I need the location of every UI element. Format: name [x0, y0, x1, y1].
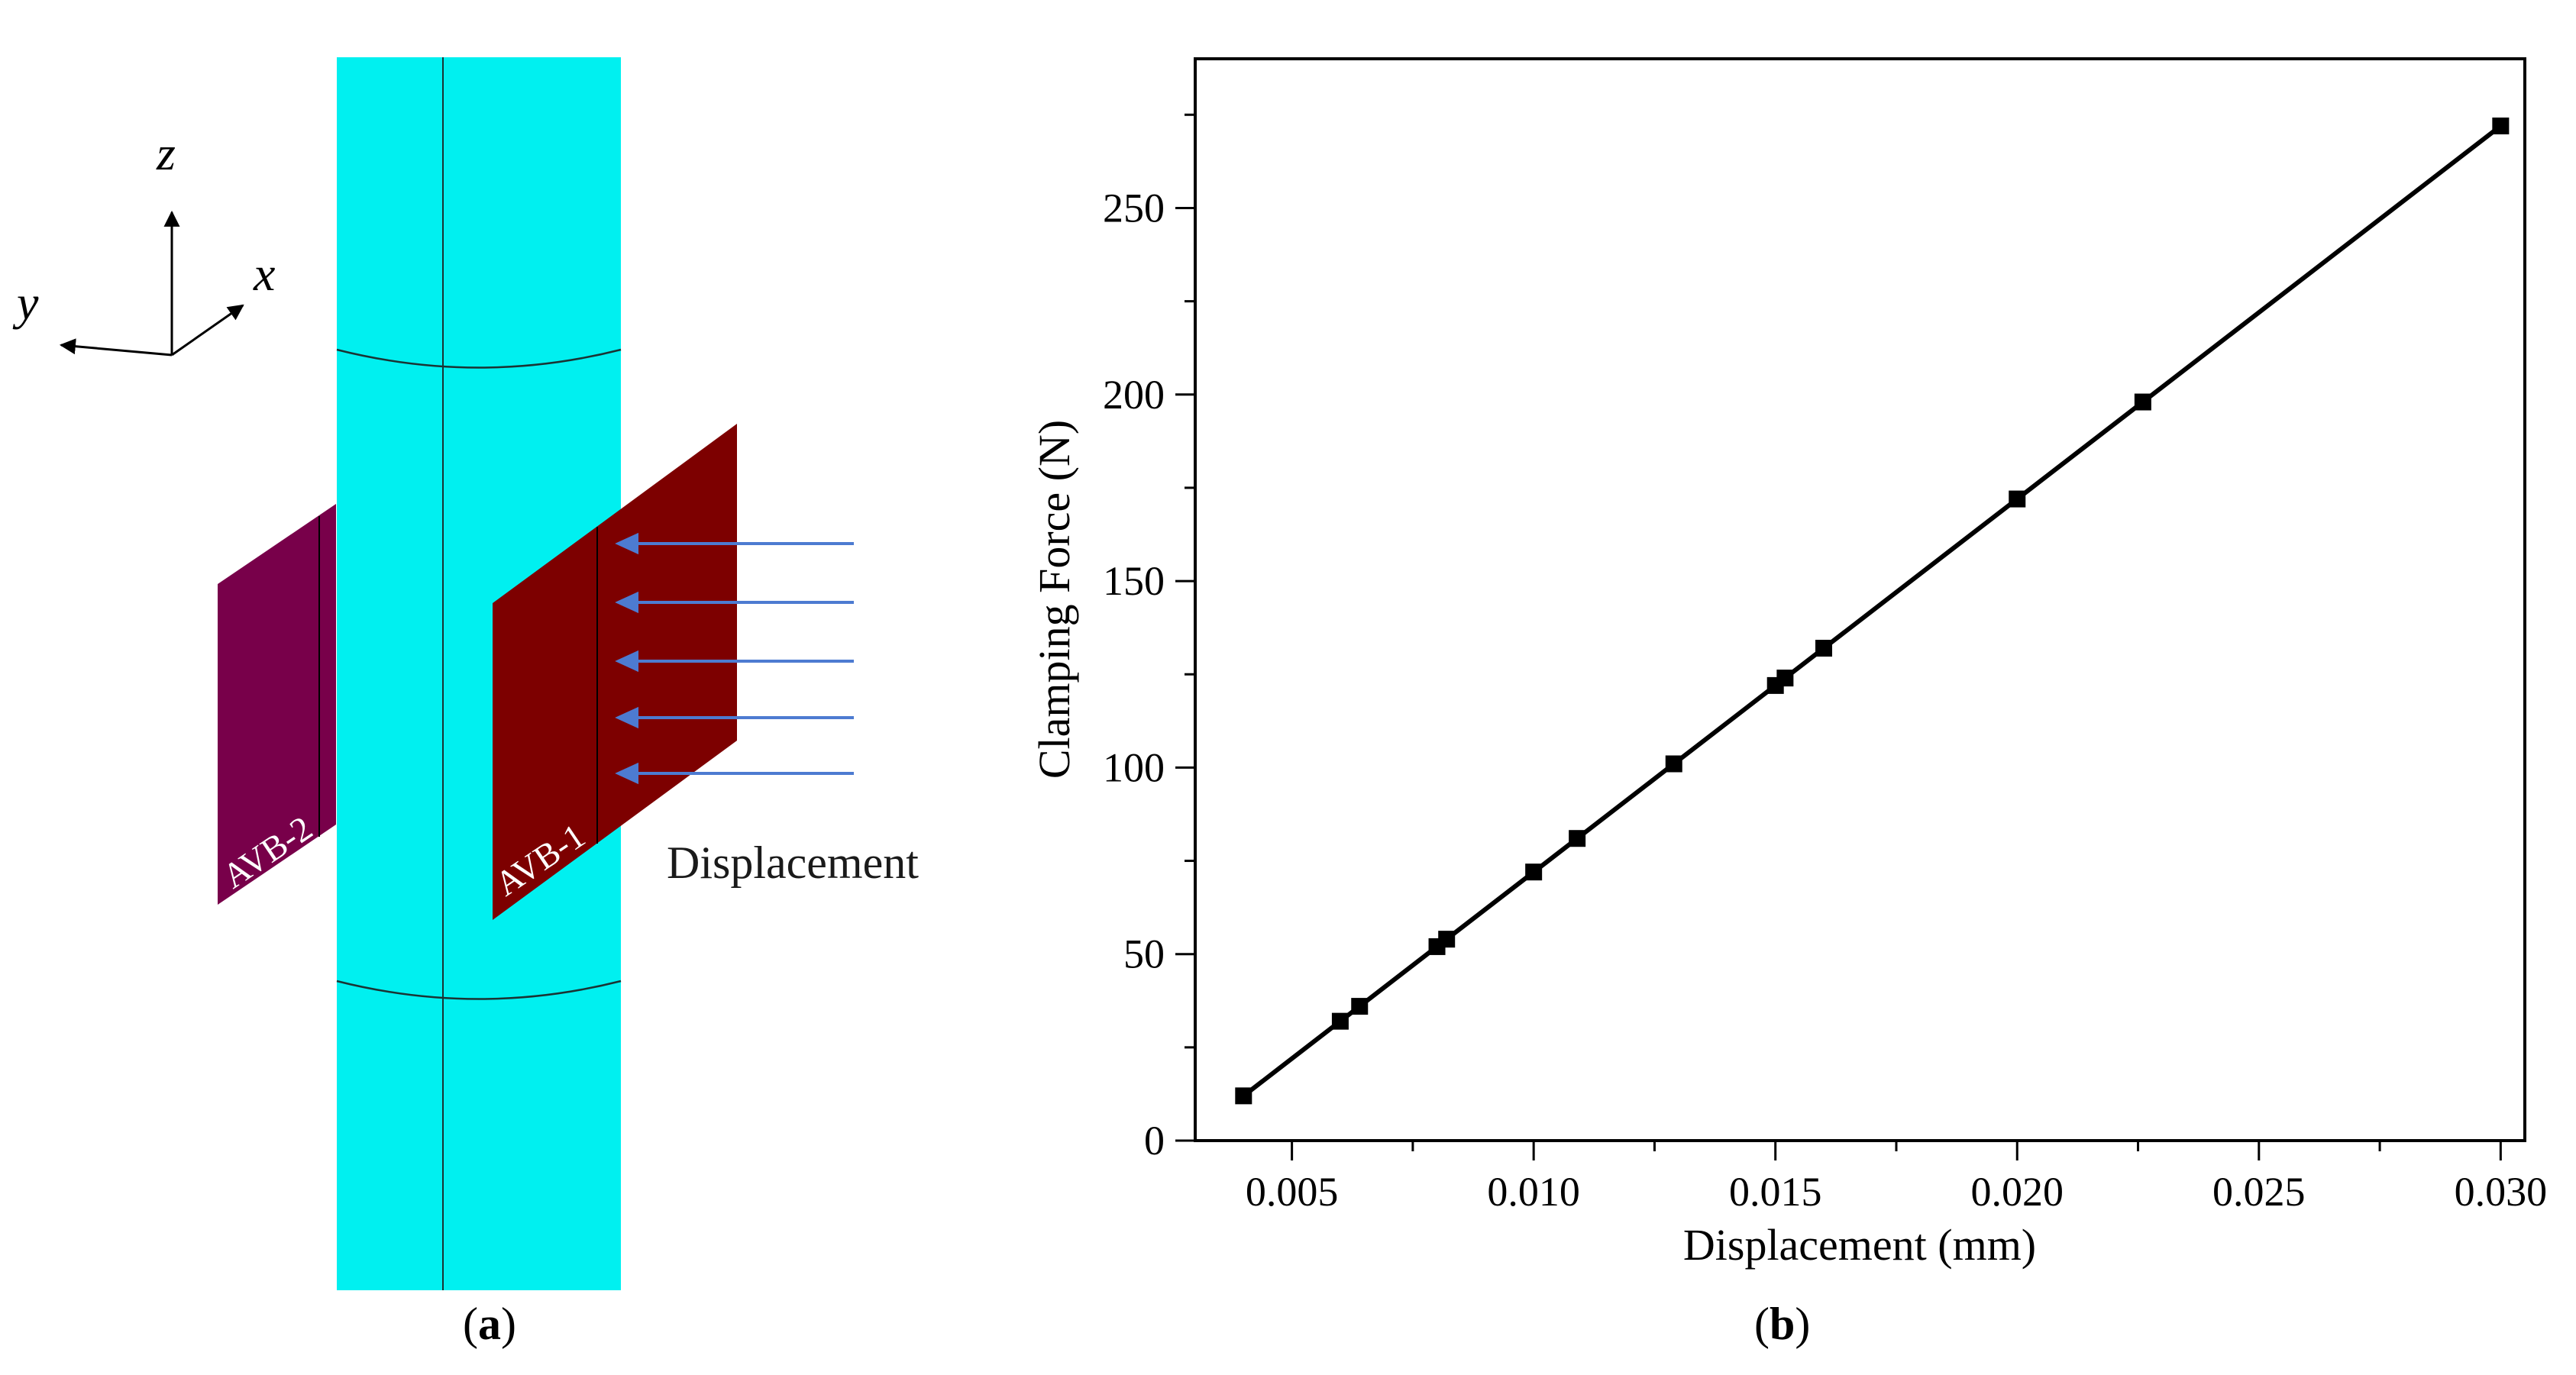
- data-point: [1569, 830, 1586, 847]
- plot-frame: [1194, 57, 2526, 1142]
- data-point: [1351, 998, 1369, 1015]
- data-point: [1235, 1087, 1252, 1105]
- data-point: [1428, 938, 1446, 955]
- data-point: [2492, 117, 2510, 134]
- x-tick-label: 0.015: [1729, 1169, 1822, 1215]
- x-axis-label: Displacement (mm): [1683, 1220, 2036, 1270]
- displacement-label: Displacement: [667, 838, 919, 888]
- avb-1-plate: [493, 424, 737, 920]
- series-lines: [1242, 124, 2503, 1098]
- x-tick-label: 0.005: [1246, 1169, 1339, 1215]
- displacement-arrow-icon: [615, 650, 854, 673]
- data-point: [1525, 863, 1543, 881]
- displacement-arrows: [615, 532, 854, 785]
- data-point: [2009, 490, 2026, 508]
- displacement-arrow-icon: [615, 762, 854, 785]
- x-tick-label: 0.010: [1487, 1169, 1580, 1215]
- panel-b-caption: (b): [1754, 1299, 1811, 1349]
- x-tick-label: 0.030: [2455, 1169, 2548, 1215]
- avb-2-plate: [218, 504, 336, 905]
- displacement-arrow-icon: [615, 706, 854, 729]
- displacement-arrow-icon: [615, 532, 854, 555]
- x-axis-ticks: 0.005 0.010 0.015 0.020 0.025 0.030: [1246, 1141, 2547, 1215]
- coordinate-axes-icon: [59, 210, 244, 357]
- data-point: [1776, 670, 1794, 687]
- axis-y-label: y: [12, 276, 39, 330]
- series-line: [1242, 124, 2503, 1098]
- data-point: [1766, 676, 1784, 694]
- data-point: [1331, 1012, 1349, 1030]
- panel-a-illustration: AVB-2 AVB-1 Displacement z x y: [12, 57, 919, 1290]
- axis-x-label: x: [253, 247, 275, 301]
- data-point: [2134, 393, 2151, 411]
- x-tick-label: 0.025: [2212, 1169, 2306, 1215]
- data-point: [1665, 755, 1682, 773]
- data-point: [1438, 931, 1456, 948]
- axis-z-label: z: [156, 126, 176, 180]
- x-tick-label: 0.020: [1971, 1169, 2064, 1215]
- series-points: [1235, 117, 2510, 1105]
- data-point: [1815, 640, 1833, 657]
- displacement-arrow-icon: [615, 591, 854, 614]
- panel-a-caption: (a): [463, 1299, 516, 1349]
